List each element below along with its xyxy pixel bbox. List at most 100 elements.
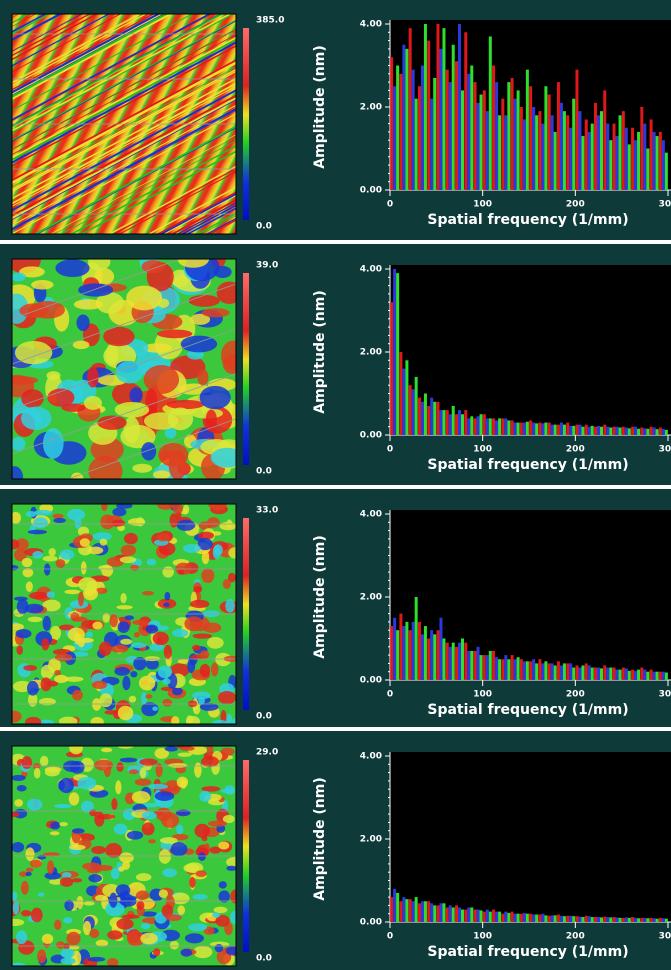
map-blob (132, 463, 153, 473)
bar (553, 915, 557, 922)
map-blob (141, 591, 155, 596)
bar (436, 630, 440, 680)
map-streak (12, 14, 111, 67)
map-streak (12, 20, 236, 142)
map-blob (141, 702, 159, 717)
map-blob (225, 946, 236, 956)
map-blob (210, 504, 227, 511)
bar (609, 427, 613, 435)
map-blob (49, 831, 60, 836)
bar (408, 385, 412, 435)
map-streak (80, 150, 236, 234)
map-blob (162, 566, 174, 578)
map-blob (184, 933, 204, 944)
bar (417, 397, 421, 435)
bar (646, 671, 650, 680)
map-blob (46, 591, 56, 598)
map-blob (230, 889, 236, 904)
bar (458, 410, 461, 435)
map-blob (157, 665, 173, 679)
map-blob (67, 627, 85, 642)
y-axis-label: Amplitude (nm) (312, 290, 328, 413)
bar (652, 131, 656, 190)
bar (522, 661, 526, 680)
bar (559, 102, 563, 190)
bar (590, 425, 594, 435)
bar (436, 905, 440, 922)
map-blob (100, 514, 115, 530)
map-blob (72, 651, 89, 657)
bar (581, 917, 585, 922)
map-blob (87, 546, 104, 555)
bar (458, 642, 461, 680)
map-blob (141, 260, 165, 274)
bar (402, 368, 406, 435)
bar (433, 634, 437, 680)
map-blob (154, 748, 169, 759)
bar (606, 917, 610, 922)
map-blob (141, 822, 155, 836)
map-blob (31, 280, 54, 290)
bar (529, 86, 533, 190)
bar (451, 405, 455, 435)
bar (603, 665, 607, 680)
bar (597, 115, 600, 190)
bar (664, 918, 668, 922)
bar (544, 86, 548, 190)
bar (556, 661, 560, 680)
bar (501, 913, 505, 922)
colorbar (243, 28, 249, 220)
map-blob (228, 547, 236, 559)
map-blob (184, 616, 204, 632)
map-blob (72, 340, 90, 350)
map-blob (190, 599, 210, 609)
map-blob (82, 862, 102, 871)
map-blob (176, 519, 196, 531)
x-tick-label: 300 (659, 445, 671, 455)
x-tick-label: 100 (473, 200, 492, 210)
bar (390, 897, 394, 922)
map-blob (199, 790, 212, 802)
bar (411, 901, 415, 922)
map-blob (44, 768, 60, 777)
map-blob (176, 776, 189, 788)
map-blob (30, 859, 42, 868)
map-blob (218, 690, 236, 705)
bar (451, 907, 455, 922)
map-blob (183, 543, 201, 553)
map-grid (12, 373, 236, 455)
bar (535, 914, 539, 922)
bar (467, 650, 471, 680)
panel: 0.0 385.0 0.00 2.00 4.00 0 100 200 300 Amplitude … (11, 13, 671, 235)
map-blob (87, 956, 106, 962)
bar (482, 911, 486, 922)
map-blob (25, 510, 37, 518)
bar (522, 422, 526, 435)
map-blob (199, 703, 219, 711)
bar (476, 416, 480, 435)
map-blob (155, 807, 172, 822)
colorbar (243, 518, 249, 710)
bar (488, 650, 492, 680)
map-blob (50, 625, 61, 641)
bar (516, 90, 520, 190)
map-blob (197, 369, 209, 386)
bar (439, 410, 443, 435)
map-streak (12, 19, 236, 142)
bar (495, 82, 499, 190)
map-blob (197, 538, 213, 551)
map-blob (157, 625, 169, 631)
map-streak (12, 28, 236, 150)
map-blob (25, 871, 32, 877)
map-blob (162, 678, 171, 685)
bar (525, 69, 529, 190)
bar (482, 655, 486, 680)
bar (427, 638, 431, 680)
y-tick-label: 4.00 (360, 20, 382, 30)
map-blob (199, 385, 231, 410)
map-streak (49, 134, 236, 234)
bar (473, 418, 477, 435)
bar (516, 422, 520, 435)
map-blob (12, 811, 20, 818)
